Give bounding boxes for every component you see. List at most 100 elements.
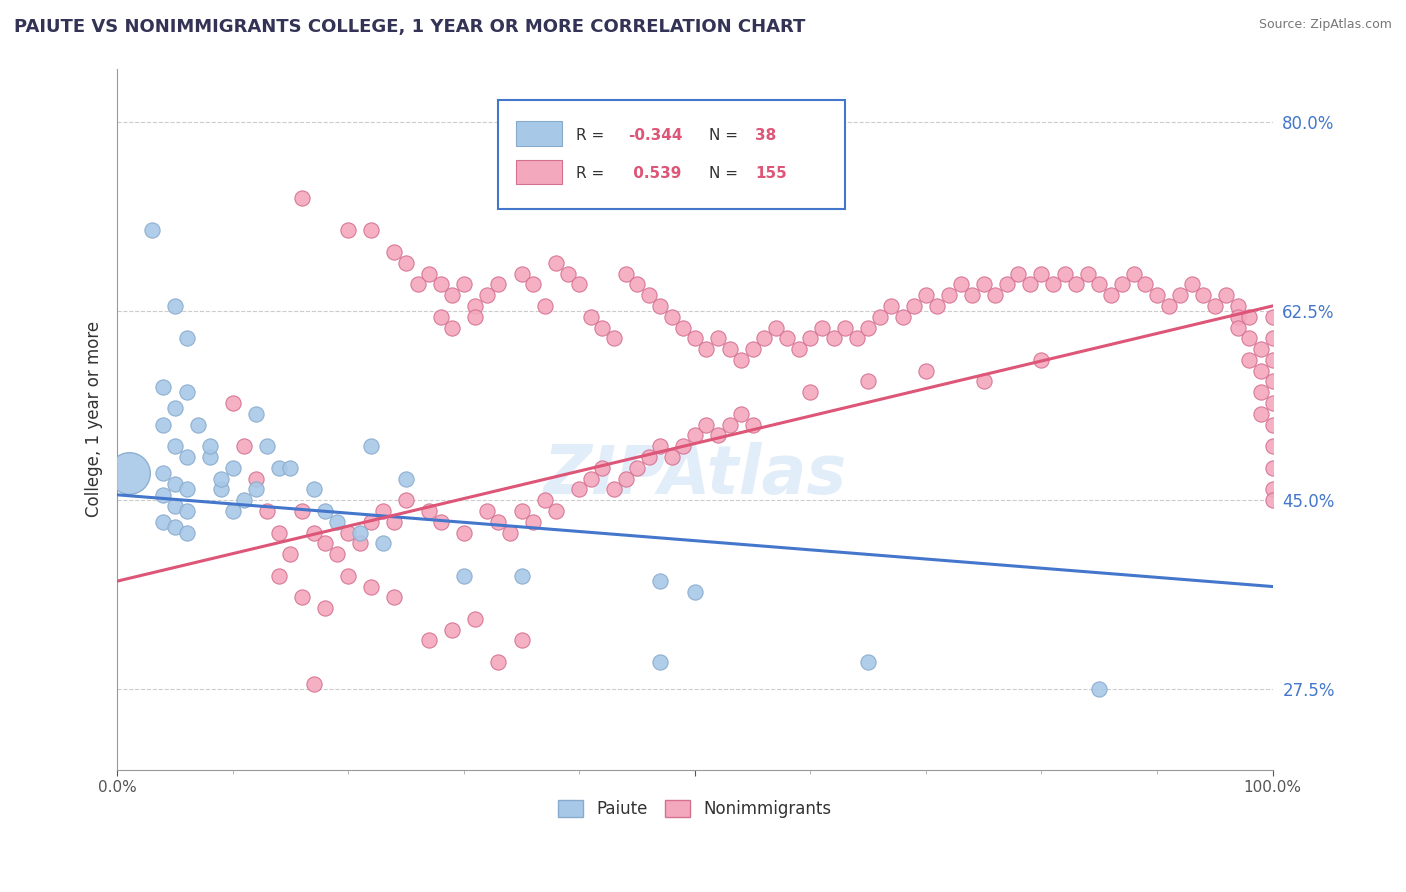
Point <box>233 439 256 453</box>
Point <box>395 472 418 486</box>
Point <box>441 320 464 334</box>
Text: 155: 155 <box>755 166 787 181</box>
Point <box>856 375 879 389</box>
Point <box>603 483 626 497</box>
Point <box>429 310 451 324</box>
Point <box>546 504 568 518</box>
Point <box>1031 267 1053 281</box>
Point <box>626 460 648 475</box>
Point <box>695 342 717 356</box>
Point <box>488 655 510 669</box>
Point <box>1215 288 1237 302</box>
Point <box>927 299 949 313</box>
Point <box>222 504 245 518</box>
Point <box>406 277 429 292</box>
Point <box>176 385 198 400</box>
Text: PAIUTE VS NONIMMIGRANTS COLLEGE, 1 YEAR OR MORE CORRELATION CHART: PAIUTE VS NONIMMIGRANTS COLLEGE, 1 YEAR … <box>14 18 806 36</box>
Point <box>453 525 475 540</box>
Point <box>834 320 856 334</box>
Point <box>302 676 325 690</box>
Point <box>984 288 1007 302</box>
Point <box>418 504 440 518</box>
Point <box>1261 417 1284 432</box>
Point <box>591 320 613 334</box>
Point <box>163 439 186 453</box>
FancyBboxPatch shape <box>516 121 562 145</box>
Point <box>1031 352 1053 367</box>
Point <box>1019 277 1042 292</box>
Point <box>799 385 821 400</box>
Point <box>1250 407 1272 421</box>
Point <box>198 450 221 464</box>
Text: 38: 38 <box>755 128 776 143</box>
Point <box>637 288 659 302</box>
FancyBboxPatch shape <box>516 160 562 185</box>
Point <box>1261 460 1284 475</box>
Point <box>579 472 602 486</box>
Point <box>707 428 730 442</box>
Point <box>754 331 776 345</box>
Point <box>579 310 602 324</box>
Point <box>510 633 533 648</box>
Point <box>1135 277 1157 292</box>
Point <box>1111 277 1133 292</box>
Point <box>960 288 983 302</box>
Point <box>661 450 683 464</box>
Point <box>741 417 763 432</box>
Text: Source: ZipAtlas.com: Source: ZipAtlas.com <box>1258 18 1392 31</box>
Legend: Paiute, Nonimmigrants: Paiute, Nonimmigrants <box>551 793 838 825</box>
Point <box>650 439 672 453</box>
Point <box>915 364 938 378</box>
Point <box>441 623 464 637</box>
Point <box>730 352 752 367</box>
Point <box>903 299 925 313</box>
Point <box>349 525 371 540</box>
Point <box>614 267 637 281</box>
Point <box>973 277 995 292</box>
Y-axis label: College, 1 year or more: College, 1 year or more <box>86 321 103 517</box>
Point <box>163 520 186 534</box>
Point <box>267 460 290 475</box>
Point <box>915 288 938 302</box>
Point <box>1192 288 1215 302</box>
Point <box>371 504 394 518</box>
Point <box>1204 299 1226 313</box>
Point <box>337 525 360 540</box>
Point <box>152 488 174 502</box>
Point <box>1181 277 1204 292</box>
Point <box>591 460 613 475</box>
Point <box>163 299 186 313</box>
Point <box>1053 267 1076 281</box>
Point <box>1099 288 1122 302</box>
Point <box>360 515 382 529</box>
Point <box>314 536 336 550</box>
Point <box>464 299 486 313</box>
Point <box>891 310 914 324</box>
Text: ZIPAtlas: ZIPAtlas <box>543 442 846 508</box>
Point <box>245 483 267 497</box>
Point <box>499 525 522 540</box>
Point <box>176 504 198 518</box>
Point <box>360 439 382 453</box>
Point <box>1250 342 1272 356</box>
Point <box>291 591 314 605</box>
Point <box>522 277 544 292</box>
Point <box>718 342 741 356</box>
Point <box>510 267 533 281</box>
Text: 0.539: 0.539 <box>628 166 682 181</box>
Point <box>267 568 290 582</box>
Text: R =: R = <box>576 166 609 181</box>
Point <box>718 417 741 432</box>
Point <box>1088 277 1111 292</box>
Point <box>510 568 533 582</box>
Point <box>1122 267 1144 281</box>
Point <box>163 401 186 416</box>
Point <box>163 499 186 513</box>
Point <box>209 472 232 486</box>
Point <box>429 277 451 292</box>
Point <box>1239 310 1261 324</box>
Point <box>522 515 544 529</box>
Point <box>1146 288 1168 302</box>
Point <box>672 439 695 453</box>
Point <box>291 504 314 518</box>
